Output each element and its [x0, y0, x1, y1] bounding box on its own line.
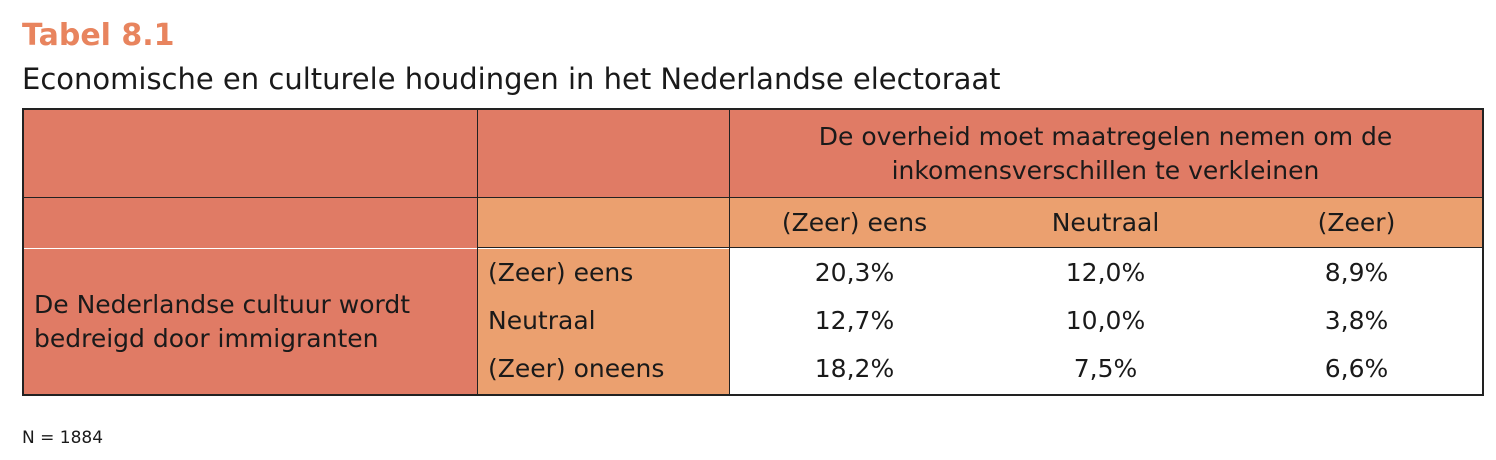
- cell: 12,0%: [1065, 258, 1146, 287]
- cell: 20,3%: [814, 258, 895, 287]
- column-group-header: De overheid moet maatregelen nemen om de…: [729, 110, 1482, 198]
- table: De overheid moet maatregelen nemen om de…: [22, 108, 1484, 396]
- row-header-bg: [478, 249, 729, 394]
- row-group-text: De Nederlandse cultuur wordt bedreigd do…: [34, 289, 411, 353]
- cell: 18,2%: [814, 354, 895, 383]
- row-header: (Zeer) eens: [488, 258, 634, 287]
- table-title: Economische en culturele houdingen in he…: [22, 62, 1001, 96]
- cell: 10,0%: [1065, 306, 1146, 335]
- row-group-header: De Nederlandse cultuur wordt bedreigd do…: [24, 249, 477, 394]
- column-header: (Zeer): [1317, 208, 1396, 237]
- cell: 3,8%: [1324, 306, 1389, 335]
- subheader-blank: [24, 198, 477, 248]
- column-group-text: De overheid moet maatregelen nemen om de…: [818, 122, 1393, 185]
- cell: 6,6%: [1324, 354, 1389, 383]
- row-header: Neutraal: [488, 306, 596, 335]
- table-number: Tabel 8.1: [22, 18, 175, 53]
- cell: 7,5%: [1073, 354, 1138, 383]
- row-header: (Zeer) oneens: [488, 354, 665, 383]
- footnote: N = 1884: [22, 428, 104, 448]
- column-header: (Zeer) eens: [781, 208, 928, 237]
- cell: 8,9%: [1324, 258, 1389, 287]
- cell: 12,7%: [814, 306, 895, 335]
- divider: [477, 110, 478, 394]
- divider: [729, 110, 730, 394]
- header-row: [24, 110, 1482, 198]
- column-header: Neutraal: [1051, 208, 1160, 237]
